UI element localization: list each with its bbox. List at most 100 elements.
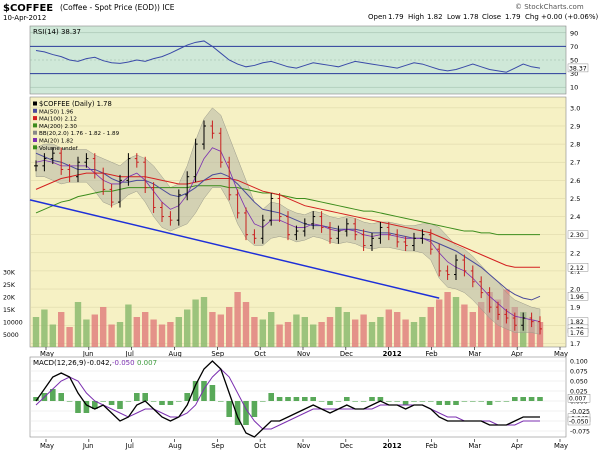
macd-hist-bar bbox=[470, 401, 476, 402]
rsi-axis: 90 70 50 30 10 38.37 bbox=[567, 29, 589, 92]
macd-value-tag bbox=[567, 394, 591, 403]
chg-value: +0.00 (+0.06%) bbox=[541, 13, 599, 21]
macd-hist-bar bbox=[503, 401, 510, 402]
month-label: Aug bbox=[169, 442, 182, 450]
volume-bar bbox=[486, 292, 493, 347]
price-value-tag bbox=[567, 230, 589, 239]
price-bars bbox=[34, 120, 542, 335]
rsi-tick-label: 30 bbox=[570, 70, 578, 78]
month-label: Nov bbox=[297, 350, 310, 358]
macd-hist-bar bbox=[285, 397, 291, 401]
macd-hist-bar bbox=[360, 401, 367, 402]
close-value: 1.79 bbox=[505, 13, 521, 21]
month-label: Nov bbox=[297, 442, 310, 450]
macd-hist-bar bbox=[159, 401, 165, 405]
month-label: Sep bbox=[211, 350, 224, 358]
month-label: Jun bbox=[82, 442, 94, 450]
open-label: Open bbox=[368, 13, 387, 21]
month-label: Mar bbox=[468, 442, 481, 450]
volume-bar bbox=[200, 297, 208, 347]
legend-swatch bbox=[33, 108, 37, 113]
watermark: © StockCharts.com bbox=[515, 3, 584, 11]
volume-tick-label: 20K bbox=[3, 295, 16, 302]
volume-tick-label: 30K bbox=[3, 270, 16, 277]
volume-bar bbox=[49, 324, 56, 347]
macd-hist-bar bbox=[486, 401, 493, 405]
rsi-line bbox=[35, 40, 541, 73]
macd-hist-bar bbox=[310, 397, 316, 401]
macd-hist-bar bbox=[377, 397, 384, 401]
volume-bar bbox=[226, 307, 233, 347]
price-value-label: 1.76 bbox=[570, 330, 584, 337]
macd-hist-bar bbox=[142, 393, 148, 401]
rsi-legend: RSI(14) 38.37 bbox=[33, 28, 81, 36]
macd-hist-bar bbox=[318, 401, 325, 402]
price-tick-label: 2.9 bbox=[570, 122, 580, 130]
month-label: Dec bbox=[340, 442, 353, 450]
open-value: 1.79 bbox=[388, 13, 404, 21]
volume-bar bbox=[385, 309, 392, 347]
macd-hist-bar bbox=[520, 397, 526, 401]
legend-entry: MA(50) 1.96 bbox=[39, 109, 74, 115]
price-value-label: 2.30 bbox=[570, 232, 584, 239]
legend-entry: Volume undef bbox=[39, 146, 79, 152]
macd-hist-bar bbox=[436, 401, 442, 405]
macd-legend-signal: -0.050 bbox=[112, 359, 135, 367]
volume-bar bbox=[394, 312, 401, 347]
macd-hist-bar bbox=[184, 393, 190, 401]
month-label: Oct bbox=[254, 350, 266, 358]
macd-hist-bar bbox=[50, 389, 56, 401]
macd-hist-bar bbox=[444, 401, 451, 405]
price-tick-label: 2.6 bbox=[570, 177, 580, 185]
month-label: Jun bbox=[82, 350, 94, 358]
volume-bar bbox=[242, 302, 250, 347]
symbol-title: $COFFEE bbox=[3, 3, 53, 14]
macd-month-axis: May Jun Jul Aug Sep Oct Nov Dec 2012 Feb Mar Apr May bbox=[40, 439, 568, 450]
macd-line bbox=[35, 360, 540, 438]
macd-hist-bar bbox=[251, 401, 258, 417]
macd-hist-bar bbox=[192, 381, 199, 401]
volume-bar bbox=[83, 319, 90, 347]
volume-bar bbox=[318, 322, 325, 347]
macd-hist-bar bbox=[369, 397, 375, 401]
high-label: High bbox=[408, 13, 424, 21]
macd-hist-bar bbox=[108, 401, 115, 405]
low-label: Low bbox=[447, 13, 461, 21]
price-month-axis: May Jun Jul Aug Sep Oct Nov Dec 2012 Feb Mar Apr May bbox=[40, 347, 568, 358]
volume-bar bbox=[58, 312, 65, 347]
month-label: Feb bbox=[426, 350, 438, 358]
volume-bar bbox=[234, 292, 241, 347]
volume-bar bbox=[452, 297, 460, 347]
volume-bar bbox=[32, 317, 40, 347]
macd-hist-bar bbox=[201, 381, 207, 401]
price-value-tag bbox=[567, 263, 589, 272]
macd-hist-bar bbox=[453, 401, 459, 405]
macd-hist-bar bbox=[100, 401, 106, 402]
ohlc-readout: Open 1.79 High 1.82 Low 1.78 Close 1.79 … bbox=[368, 13, 599, 21]
macd-hist-bar bbox=[411, 401, 417, 402]
macd-hist-bar bbox=[234, 401, 241, 425]
macd-hist-bar bbox=[327, 401, 333, 405]
month-label: Apr bbox=[511, 442, 523, 450]
macd-hist-bar bbox=[92, 401, 98, 409]
macd-hist-bar bbox=[117, 401, 123, 409]
legend-swatch bbox=[33, 116, 37, 121]
macd-hist-bar bbox=[33, 397, 39, 401]
macd-hist-bar bbox=[243, 401, 249, 425]
legend-entry: BB(20,2.0) 1.76 - 1.82 - 1.89 bbox=[39, 131, 120, 137]
legend-swatch bbox=[33, 138, 37, 142]
rsi-panel: RSI(14) 38.37 90 70 50 30 10 38.37 bbox=[29, 25, 589, 95]
month-label: Apr bbox=[511, 350, 523, 358]
volume-bar bbox=[427, 307, 434, 347]
volume-bar bbox=[158, 324, 166, 347]
month-label: Feb bbox=[426, 442, 438, 450]
macd-hist-bar bbox=[386, 401, 392, 402]
volume-bar bbox=[284, 322, 292, 347]
volume-bar bbox=[276, 324, 283, 347]
macd-tick-label: 0.025 bbox=[570, 389, 588, 396]
rsi-tick-label: 70 bbox=[570, 43, 578, 51]
macd-hist-bar bbox=[344, 397, 350, 401]
volume-bar bbox=[217, 314, 224, 347]
close-label: Close bbox=[482, 13, 501, 21]
